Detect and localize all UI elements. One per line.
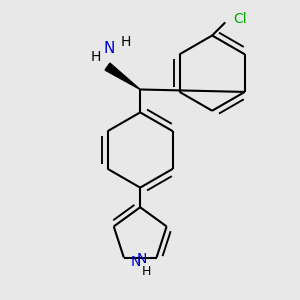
- Text: N: N: [130, 256, 141, 269]
- Text: Cl: Cl: [233, 12, 247, 26]
- Text: H: H: [120, 35, 131, 49]
- Text: H: H: [91, 50, 101, 64]
- Text: N: N: [136, 252, 147, 266]
- Text: H: H: [142, 265, 151, 278]
- Polygon shape: [105, 63, 140, 89]
- Text: N: N: [103, 41, 115, 56]
